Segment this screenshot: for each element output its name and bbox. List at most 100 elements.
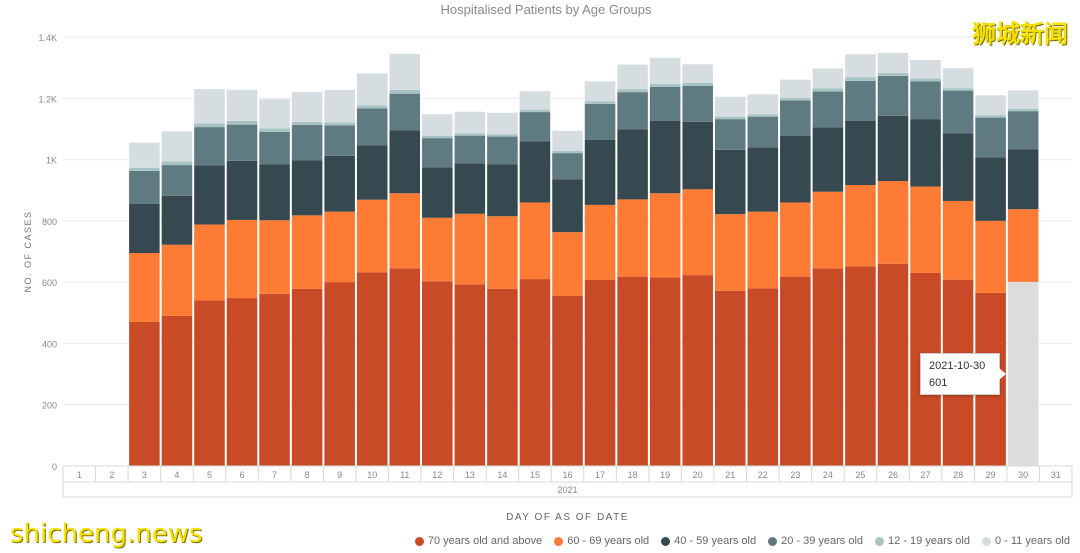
bar-segment [291, 124, 323, 161]
bar-segment [454, 213, 486, 285]
bar-segment [161, 244, 193, 316]
bar-segment [129, 321, 160, 466]
bar-segment [584, 204, 616, 280]
bar-segment [291, 92, 323, 122]
bar-segment [259, 220, 290, 294]
legend-label: 60 - 69 years old [567, 535, 650, 547]
bar-segment [747, 114, 779, 117]
bar-segment [356, 199, 388, 273]
bar-segment [226, 160, 258, 220]
bar-segment [226, 124, 258, 161]
legend-item[interactable]: 12 - 19 years old [875, 535, 970, 547]
x-tick-label: 19 [660, 470, 670, 480]
bar-segment [845, 266, 876, 466]
bar-segment [584, 81, 616, 102]
bar-segment [324, 155, 355, 212]
bar-segment [617, 129, 648, 200]
bar-segment [389, 93, 421, 131]
chart-legend: 70 years old and above 60 - 69 years old 4… [414, 535, 1070, 547]
bar-segment [780, 135, 811, 203]
x-tick-label: 23 [790, 470, 800, 480]
bar-segment [356, 108, 388, 146]
bar-segment [877, 115, 909, 182]
legend-item[interactable]: 60 - 69 years old [554, 535, 649, 547]
bar-segment [584, 139, 616, 205]
bar-segment [747, 211, 779, 289]
y-tick-label: 1K [46, 156, 57, 166]
bar-segment [259, 128, 290, 132]
bar-segment [519, 112, 551, 142]
x-tick-label: 29 [986, 470, 996, 480]
bar-segment [845, 185, 876, 267]
bar-segment [584, 279, 616, 466]
x-tick-label: 2 [109, 470, 114, 480]
bar-segment [910, 119, 941, 187]
bar-segment [812, 127, 844, 192]
bar-segment [291, 215, 323, 289]
bar-segment [975, 157, 1006, 221]
legend-item[interactable]: 0 - 11 years old [981, 535, 1070, 547]
bar-segment [942, 200, 974, 280]
legend-item[interactable]: 40 - 59 years old [661, 535, 756, 547]
bar-segment [487, 136, 518, 165]
bar-segment [649, 277, 681, 466]
legend-label: 40 - 59 years old [674, 535, 757, 547]
legend-swatch [875, 536, 885, 546]
chart-title: Hospitalised Patients by Age Groups [440, 2, 652, 17]
bar-segment [226, 298, 258, 466]
legend-label: 12 - 19 years old [888, 535, 970, 547]
bar-segment [161, 165, 193, 196]
x-tick-label: 3 [142, 470, 147, 480]
bar-segment [422, 217, 453, 282]
bar-segment [812, 268, 844, 466]
bar-segment [552, 130, 583, 151]
bar-segment [454, 135, 486, 164]
bar-segment [129, 142, 160, 168]
bar-segment [389, 268, 421, 466]
x-tick-label: 30 [1018, 470, 1028, 480]
legend-item[interactable]: 20 - 39 years old [768, 535, 863, 547]
bar-segment [356, 145, 388, 200]
legend-item[interactable]: 70 years old and above [414, 535, 542, 547]
bar-segment [422, 135, 453, 139]
bar-segment [259, 99, 290, 129]
bar-segment [1007, 209, 1039, 282]
bar-segment [682, 85, 713, 122]
bar-segment [291, 160, 323, 216]
legend-label: 0 - 11 years old [994, 535, 1070, 547]
bar-segment [487, 288, 518, 466]
bar-segment [259, 131, 290, 165]
x-tick-label: 24 [823, 470, 833, 480]
bar-segment [389, 193, 421, 269]
x-tick-label: 27 [921, 470, 931, 480]
bar-segment [714, 290, 746, 466]
bar-segment [812, 88, 844, 92]
x-tick-label: 22 [758, 470, 768, 480]
watermark-bottom: shicheng.news [10, 519, 203, 549]
bar-segment [129, 170, 160, 205]
y-tick-label: 0 [52, 462, 57, 472]
x-tick-label: 8 [305, 470, 310, 480]
bar-segment [747, 147, 779, 212]
bar-segment [975, 220, 1006, 293]
bar-segment [1007, 281, 1039, 466]
bar-segment [552, 153, 583, 180]
y-tick-label: 1.2K [38, 94, 57, 104]
x-tick-label: 20 [693, 470, 703, 480]
bar-segment [129, 253, 160, 322]
bar-segment [194, 165, 225, 225]
x-tick-label: 1 [77, 470, 82, 480]
bar-segment [487, 216, 518, 289]
y-tick-label: 400 [42, 339, 57, 349]
bar-segment [812, 191, 844, 269]
bar-segment [519, 91, 551, 110]
bar-segment [910, 59, 941, 79]
bar-segment [584, 103, 616, 140]
bar-segment [389, 90, 421, 94]
bar-segment [877, 75, 909, 116]
bar-segment [845, 120, 876, 186]
bar-segment [942, 88, 974, 91]
x-tick-label: 16 [562, 470, 572, 480]
bar-segment [682, 275, 713, 466]
bar-segment [1007, 111, 1039, 150]
